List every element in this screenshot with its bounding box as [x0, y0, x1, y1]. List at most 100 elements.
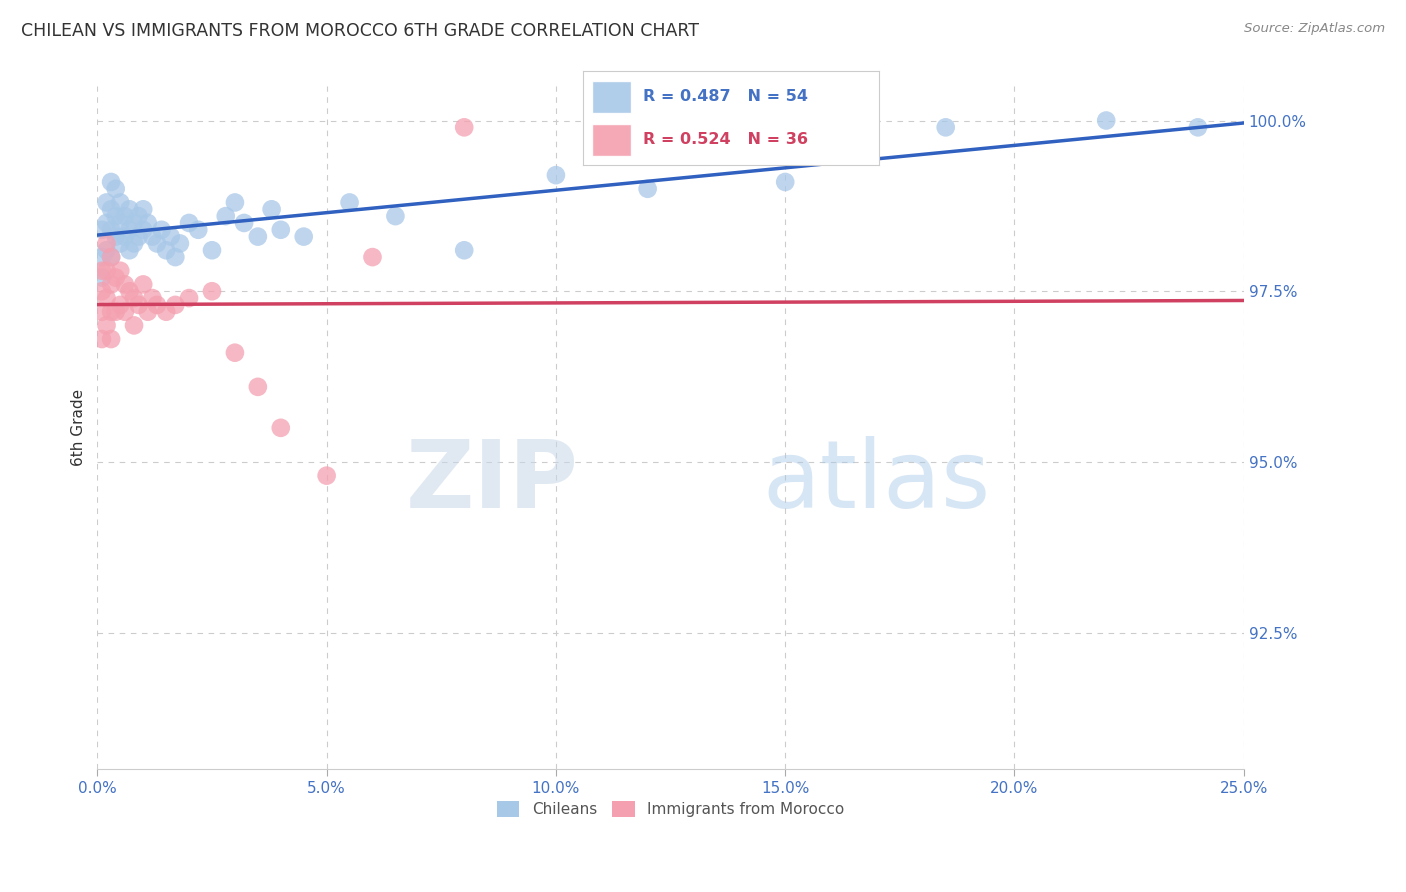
Text: R = 0.487   N = 54: R = 0.487 N = 54	[643, 89, 807, 104]
Point	[132, 277, 155, 292]
Point	[110, 236, 132, 251]
Point	[100, 223, 122, 237]
Point	[246, 229, 269, 244]
Point	[96, 236, 118, 251]
Point	[260, 202, 283, 217]
Point	[96, 291, 118, 305]
Point	[118, 223, 141, 237]
Point	[136, 304, 159, 318]
Point	[935, 120, 957, 135]
Text: ZIP: ZIP	[406, 436, 579, 528]
Point	[114, 229, 136, 244]
Point	[361, 250, 384, 264]
Point	[100, 250, 122, 264]
Point	[165, 298, 187, 312]
Point	[104, 209, 127, 223]
Point	[128, 229, 150, 244]
Point	[246, 380, 269, 394]
Point	[96, 264, 118, 278]
Point	[128, 298, 150, 312]
Point	[141, 229, 163, 244]
Point	[104, 182, 127, 196]
Text: atlas: atlas	[762, 436, 991, 528]
Point	[122, 216, 145, 230]
Point	[100, 277, 122, 292]
Point	[1095, 113, 1118, 128]
Point	[110, 264, 132, 278]
Point	[110, 195, 132, 210]
Point	[384, 209, 406, 223]
Point	[150, 223, 173, 237]
Point	[104, 304, 127, 318]
Point	[1187, 120, 1209, 135]
Point	[100, 332, 122, 346]
Point	[91, 270, 114, 285]
Point	[233, 216, 256, 230]
Point	[118, 202, 141, 217]
Point	[110, 298, 132, 312]
Point	[128, 209, 150, 223]
Point	[104, 270, 127, 285]
Point	[96, 195, 118, 210]
Point	[122, 236, 145, 251]
Point	[100, 175, 122, 189]
Point	[91, 332, 114, 346]
Point	[122, 291, 145, 305]
Point	[155, 244, 177, 258]
Point	[114, 209, 136, 223]
Point	[91, 304, 114, 318]
Bar	[592, 81, 631, 112]
Point	[165, 250, 187, 264]
Point	[132, 202, 155, 217]
Point	[91, 223, 114, 237]
Point	[114, 304, 136, 318]
Point	[96, 244, 118, 258]
Point	[224, 195, 246, 210]
Point	[339, 195, 361, 210]
Point	[100, 202, 122, 217]
Point	[104, 229, 127, 244]
Point	[177, 216, 200, 230]
Point	[201, 244, 224, 258]
Point	[96, 216, 118, 230]
Point	[215, 209, 238, 223]
Point	[201, 285, 224, 299]
Point	[100, 250, 122, 264]
Point	[270, 223, 292, 237]
Point	[110, 216, 132, 230]
Point	[132, 223, 155, 237]
Point	[169, 236, 191, 251]
Point	[773, 175, 796, 189]
Point	[118, 244, 141, 258]
Point	[146, 236, 169, 251]
Y-axis label: 6th Grade: 6th Grade	[72, 389, 86, 467]
Point	[270, 421, 292, 435]
Point	[224, 345, 246, 359]
Point	[453, 244, 475, 258]
Point	[155, 304, 177, 318]
Point	[141, 291, 163, 305]
Point	[187, 223, 209, 237]
Legend: Chileans, Immigrants from Morocco: Chileans, Immigrants from Morocco	[491, 795, 851, 823]
Text: Source: ZipAtlas.com: Source: ZipAtlas.com	[1244, 22, 1385, 36]
Point	[453, 120, 475, 135]
Point	[292, 229, 315, 244]
Bar	[592, 124, 631, 156]
Point	[91, 285, 114, 299]
Point	[100, 304, 122, 318]
Point	[177, 291, 200, 305]
Point	[637, 182, 659, 196]
Point	[315, 468, 337, 483]
Point	[91, 250, 114, 264]
Point	[114, 277, 136, 292]
Point	[159, 229, 181, 244]
Point	[118, 285, 141, 299]
Point	[91, 264, 114, 278]
Text: R = 0.524   N = 36: R = 0.524 N = 36	[643, 132, 807, 147]
Text: CHILEAN VS IMMIGRANTS FROM MOROCCO 6TH GRADE CORRELATION CHART: CHILEAN VS IMMIGRANTS FROM MOROCCO 6TH G…	[21, 22, 699, 40]
Point	[122, 318, 145, 333]
Point	[544, 168, 567, 182]
Point	[136, 216, 159, 230]
Point	[96, 318, 118, 333]
Point	[146, 298, 169, 312]
